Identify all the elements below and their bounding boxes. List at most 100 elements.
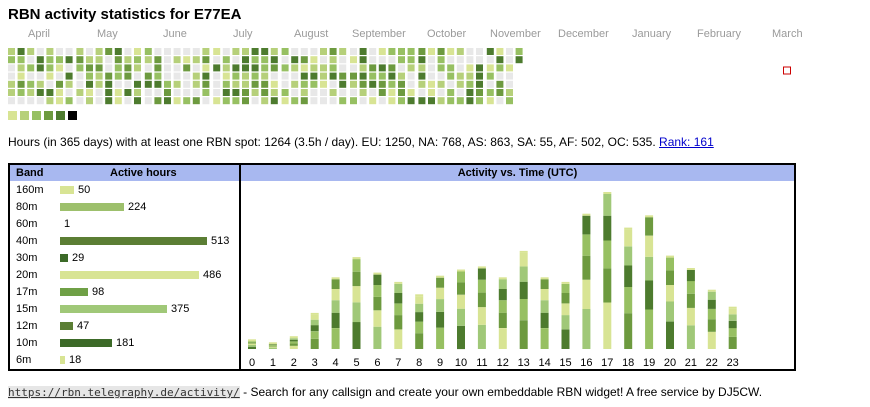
heatmap-day-cell <box>466 64 474 72</box>
hour-bar-segment <box>728 314 737 321</box>
hour-bar-segment <box>728 320 737 329</box>
hour-bar-segment <box>352 322 361 349</box>
band-hours-value: 375 <box>171 303 190 315</box>
heatmap-day-cell <box>95 64 103 72</box>
hour-bar-segment <box>394 315 403 330</box>
heatmap-day-cell <box>46 56 54 64</box>
heatmap-day-cell <box>291 48 299 55</box>
hour-bar-segment <box>728 308 737 315</box>
heatmap-day-cell <box>65 72 73 80</box>
footer-url-link[interactable]: https://rbn.telegraphy.de/activity/ <box>8 386 240 399</box>
hour-bar-cap <box>582 213 591 216</box>
hour-bar-cap <box>666 255 674 258</box>
hour-bar-segment <box>707 331 716 349</box>
hour-tick-label: 22 <box>706 357 718 369</box>
heatmap-day-cell <box>486 89 494 96</box>
heatmap-day-cell <box>466 56 474 64</box>
heatmap-day-cell <box>378 80 386 88</box>
hour-bar-segment <box>498 279 507 289</box>
heatmap-day-cell <box>476 97 483 105</box>
heatmap-day-cell <box>105 72 113 80</box>
hour-bar-segment <box>582 215 591 235</box>
band-row: 15m 375 <box>10 301 239 318</box>
hour-bar-segment <box>561 329 570 349</box>
hour-bar-segment <box>666 270 674 285</box>
hour-bar-segment <box>331 312 340 328</box>
hour-bar-cap <box>373 272 382 275</box>
month-label: June <box>163 28 187 40</box>
heatmap-day-cell <box>447 56 455 64</box>
band-hours-value: 18 <box>69 354 82 366</box>
band-hours-value: 29 <box>72 252 85 264</box>
heatmap-day-cell <box>466 80 474 88</box>
heatmap-day-cell <box>114 56 122 64</box>
heatmap-day-cell <box>456 72 464 80</box>
heatmap-day-cell <box>456 89 464 96</box>
heatmap-day-cell <box>134 80 141 88</box>
heatmap-day-cell <box>144 56 152 64</box>
heatmap-day-cell <box>359 48 367 55</box>
heatmap-day-cell <box>300 89 308 96</box>
heatmap-day-cell <box>291 97 299 105</box>
heatmap-day-cell <box>456 48 464 55</box>
band-hours-value: 224 <box>128 201 147 213</box>
heatmap-day-cell <box>447 72 455 80</box>
month-label: November <box>490 28 541 40</box>
hour-tick-label: 6 <box>374 357 380 369</box>
heatmap-day-cell <box>232 56 240 64</box>
hour-bar-segment <box>686 281 695 294</box>
rank-link[interactable]: Rank: 161 <box>659 135 714 149</box>
heatmap-day-cell <box>242 97 249 105</box>
heatmap-day-cell <box>300 64 308 72</box>
hour-bar-cap <box>268 342 277 345</box>
hour-bar-segment <box>707 319 716 332</box>
hour-bar-segment <box>519 266 528 282</box>
heatmap-day-cell <box>281 56 289 64</box>
heatmap-day-cell <box>105 64 113 72</box>
heatmap-day-cell <box>378 48 386 55</box>
hour-bar-segment <box>540 328 549 349</box>
hour-bar-segment <box>519 281 528 299</box>
heatmap-day-cell <box>144 64 152 72</box>
heatmap-day-cell <box>183 72 191 80</box>
heatmap-day-cell <box>46 89 54 96</box>
heatmap-day-cell <box>164 80 171 88</box>
heatmap-day-cell <box>407 64 415 72</box>
hour-bar-segment <box>540 279 549 289</box>
month-label: May <box>97 28 118 40</box>
band-row: 60m 1 <box>10 216 239 233</box>
hour-bar-segment <box>248 345 256 347</box>
heatmap-day-cell <box>359 89 367 96</box>
hour-bar-segment <box>248 346 256 349</box>
heatmap-day-cell <box>388 48 396 55</box>
heatmap-day-cell <box>134 72 141 80</box>
hour-bar-segment <box>331 300 340 313</box>
heatmap-day-cell <box>76 64 84 72</box>
heatmap-day-cell <box>213 89 221 96</box>
band-row: 40m 513 <box>10 233 239 250</box>
heatmap-day-cell <box>486 72 494 80</box>
hour-bar-segment <box>603 302 612 349</box>
heatmap-day-cell <box>261 80 269 88</box>
band-hours-value: 513 <box>211 235 230 247</box>
band-row: 20m 486 <box>10 267 239 284</box>
heatmap-day-cell <box>339 97 347 105</box>
heatmap-day-cell <box>369 80 377 88</box>
hour-bar-segment <box>686 293 695 308</box>
heatmap-day-cell <box>428 80 435 88</box>
heatmap-day-cell <box>65 89 73 96</box>
heatmap-day-cell <box>222 72 230 80</box>
heatmap-day-cell <box>496 64 504 72</box>
hour-bar-segment <box>561 293 570 304</box>
heatmap-day-cell <box>496 80 504 88</box>
hour-bar-segment <box>352 271 361 287</box>
hour-bar-segment <box>603 194 612 216</box>
hour-bar-segment <box>603 268 612 303</box>
heatmap-day-cell <box>95 97 103 105</box>
heatmap-day-cell <box>8 89 15 96</box>
heatmap-day-cell <box>86 48 93 55</box>
hour-bar-segment <box>707 299 716 309</box>
heatmap-day-cell <box>270 56 278 64</box>
hour-tick-label: 9 <box>437 357 443 369</box>
heatmap-day-cell <box>232 72 240 80</box>
